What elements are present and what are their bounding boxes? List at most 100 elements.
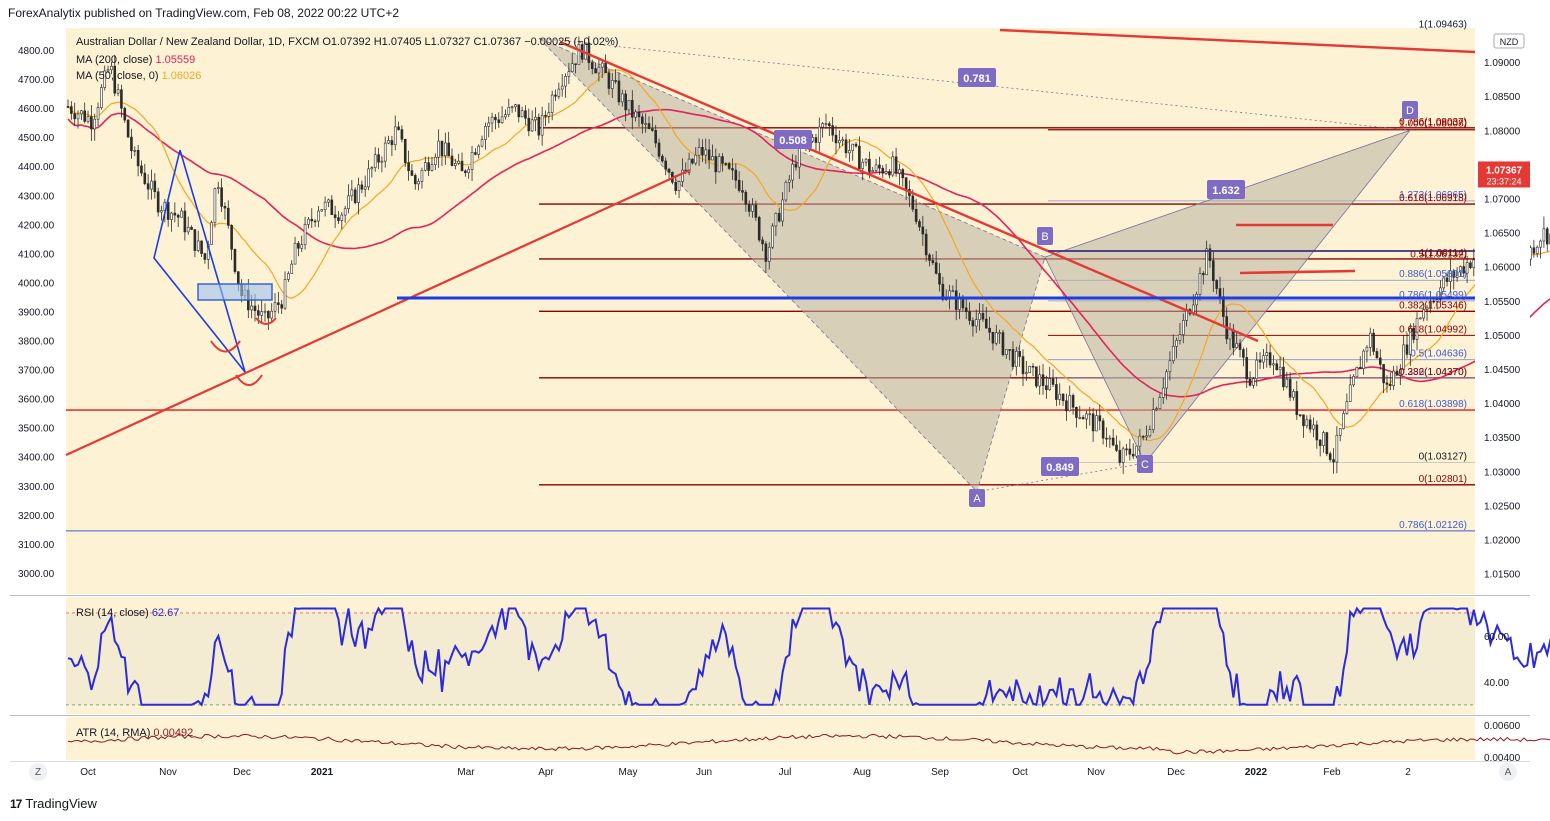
candle-body: [226, 207, 230, 226]
fib-level-label: 0.618(1.06918): [1399, 193, 1467, 204]
candle-body: [80, 110, 83, 115]
candle-body: [1332, 459, 1335, 463]
candle-body: [664, 160, 668, 170]
candle-body: [1118, 450, 1122, 463]
upper-trendline: [999, 28, 1476, 54]
candle-body: [794, 163, 798, 168]
candle-body: [1165, 371, 1168, 389]
fib-level-label: 1.000(1.08008): [1399, 119, 1467, 130]
candle-body: [537, 116, 541, 136]
candle-body: [554, 94, 557, 97]
candle-body: [1455, 271, 1459, 278]
candle-body: [694, 154, 698, 164]
ratio-label: 0.849: [1046, 462, 1074, 474]
candle-body: [727, 163, 731, 169]
candle-body: [1101, 420, 1105, 439]
candle-body: [1385, 382, 1389, 385]
candle-body: [1218, 288, 1222, 297]
candle-body: [1358, 367, 1362, 369]
auto-scale-button[interactable]: A: [1499, 763, 1517, 781]
footer-brand[interactable]: TradingView: [25, 796, 97, 811]
bottom-arc: [255, 317, 277, 325]
candle-body: [420, 169, 424, 182]
left-axis-tick: 3000.00: [18, 569, 55, 580]
candle-body: [1328, 453, 1332, 460]
candle-body: [938, 273, 941, 285]
zoom-mode-button[interactable]: Z: [29, 763, 47, 781]
candle-body: [1115, 444, 1118, 451]
candle-body: [313, 220, 317, 223]
candle-body: [757, 217, 761, 241]
candle-body: [527, 117, 531, 132]
candle-body: [1348, 384, 1352, 402]
candle-body: [1265, 352, 1269, 356]
rsi-axis-tick: 60.00: [1484, 632, 1509, 643]
candle-body: [1255, 359, 1259, 379]
candle-body: [838, 140, 841, 144]
candle-body: [520, 110, 524, 118]
candle-body: [1395, 370, 1399, 376]
candle-body: [1298, 414, 1302, 416]
candle-body: [978, 313, 981, 320]
candle-body: [1452, 270, 1456, 278]
candle-body: [1338, 428, 1342, 436]
candle-body: [350, 189, 354, 197]
candle-body: [333, 214, 337, 218]
candle-body: [674, 182, 678, 192]
candle-body: [393, 126, 397, 146]
candle-body: [383, 142, 387, 162]
candle-body: [617, 80, 621, 103]
candle-body: [1469, 262, 1472, 268]
candle-body: [1202, 273, 1205, 276]
candle-body: [557, 88, 561, 97]
candle-body: [1141, 435, 1145, 438]
candle-body: [1061, 393, 1065, 402]
price-chart[interactable]: 1.090001.085001.080001.075001.070001.065…: [0, 0, 1550, 790]
rsi-legend: RSI (14, close) 62.67: [76, 607, 179, 619]
candle-body: [1238, 343, 1242, 350]
candle-body: [454, 163, 457, 166]
candle-body: [988, 327, 991, 333]
candle-body: [1081, 417, 1085, 420]
candle-body: [654, 130, 657, 144]
right-axis-tick: 1.07000: [1484, 194, 1521, 205]
candle-body: [1295, 391, 1299, 415]
candle-body: [774, 212, 778, 227]
right-axis-tick: 1.02000: [1484, 535, 1521, 546]
candle-body: [828, 123, 831, 126]
pattern-point-label: A: [973, 493, 981, 505]
candle-body: [697, 146, 701, 156]
candle-body: [387, 140, 390, 144]
candle-body: [317, 210, 320, 222]
candle-body: [500, 116, 504, 123]
candle-body: [914, 209, 918, 222]
atr-legend: ATR (14, RMA) 0.00492: [76, 727, 193, 739]
candle-body: [253, 305, 257, 311]
candle-body: [427, 162, 430, 171]
left-axis-tick: 3200.00: [18, 511, 55, 522]
candle-body: [677, 181, 681, 192]
candle-body: [644, 123, 647, 125]
x-axis-tick: Aug: [853, 767, 871, 778]
candle-body: [1542, 228, 1546, 242]
candle-body: [353, 189, 357, 203]
candle-body: [440, 140, 444, 156]
candle-body: [1108, 437, 1112, 440]
candle-body: [687, 158, 691, 173]
fib-level-label: 0.5(1.04636): [1410, 349, 1467, 360]
candle-body: [854, 143, 858, 147]
candle-body: [1161, 387, 1165, 398]
candle-body: [1111, 437, 1115, 446]
candle-body: [787, 179, 791, 183]
candle-body: [310, 218, 314, 222]
legend-entry: MA (50, close, 0) 1.06026: [76, 70, 201, 82]
candle-body: [1158, 397, 1162, 410]
candle-body: [173, 212, 177, 216]
candle-body: [1148, 429, 1152, 437]
candle-body: [1155, 408, 1158, 411]
candle-body: [447, 142, 450, 157]
candle-body: [223, 206, 227, 209]
candle-body: [76, 113, 80, 120]
candle-body: [600, 62, 604, 68]
candle-body: [1125, 448, 1128, 451]
